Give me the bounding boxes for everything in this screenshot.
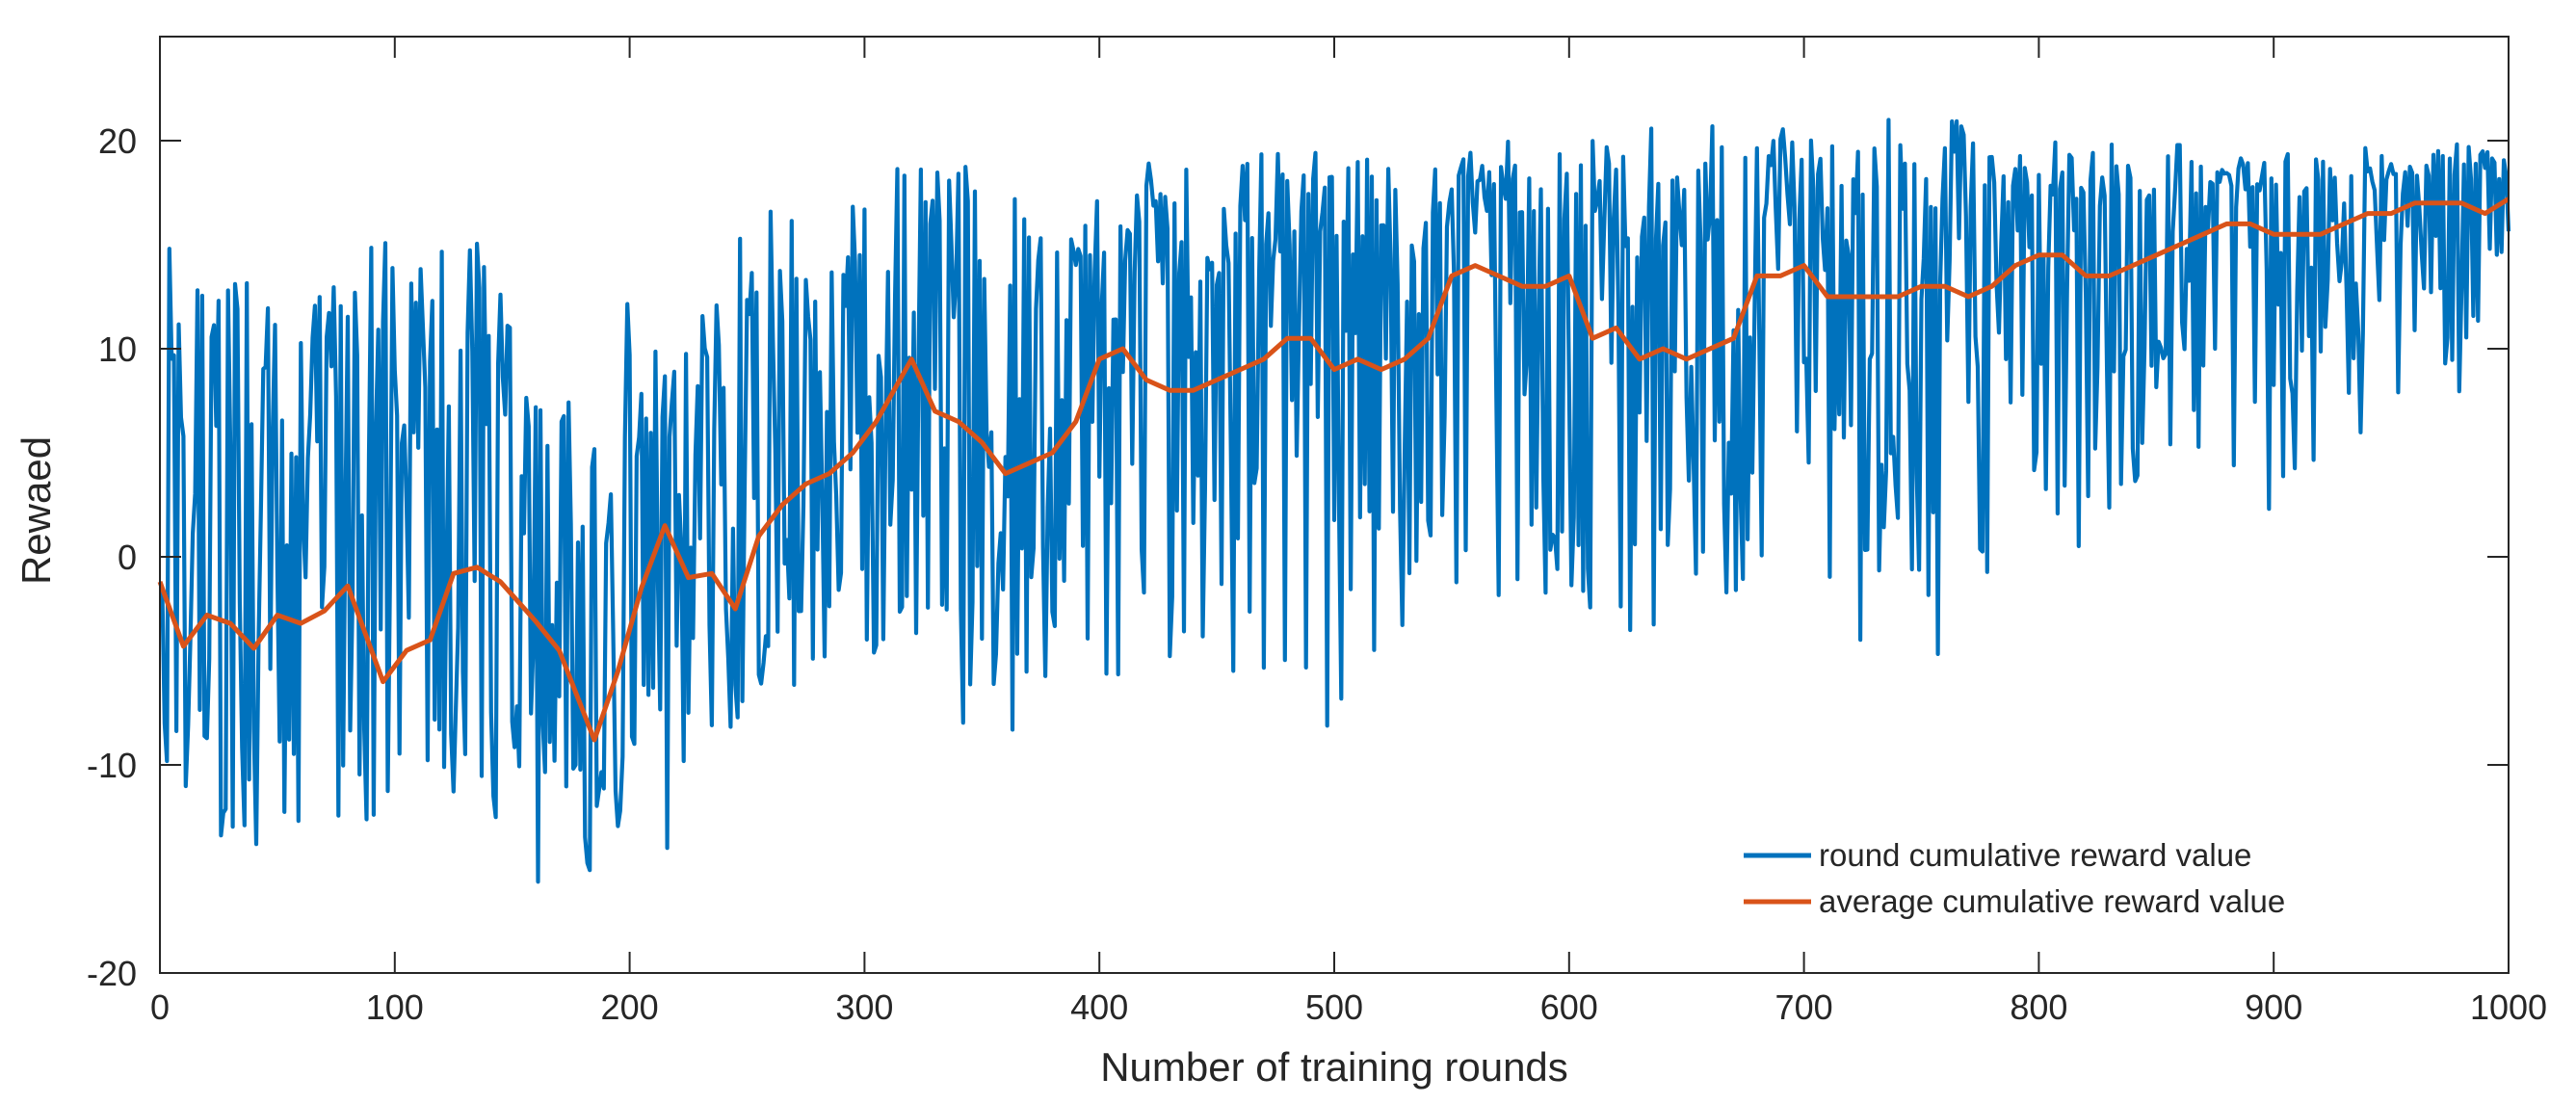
series-round-cumulative-reward-line xyxy=(160,118,2511,884)
legend: round cumulative reward value average cum… xyxy=(1744,837,2285,919)
legend-label: round cumulative reward value xyxy=(1819,837,2251,873)
y-tick-label: -10 xyxy=(87,746,137,785)
x-tick-label: 900 xyxy=(2245,987,2302,1027)
y-tick-label: -20 xyxy=(87,954,137,993)
x-tick-label: 400 xyxy=(1070,987,1128,1027)
x-axis-title: Number of training rounds xyxy=(1100,1044,1568,1090)
x-tick-label: 100 xyxy=(366,987,424,1027)
x-tick-label: 300 xyxy=(835,987,893,1027)
x-tick-label: 0 xyxy=(150,987,170,1027)
x-tick-label: 1000 xyxy=(2470,987,2547,1027)
y-tick-label: 10 xyxy=(98,329,137,369)
x-tick-label: 500 xyxy=(1305,987,1363,1027)
series-layer xyxy=(157,118,2511,884)
x-tick-label: 800 xyxy=(2010,987,2067,1027)
axes-layer: 0 100 200 300 400 500 600 700 800 900 1000 -20 -10 0 1… xyxy=(87,36,2547,1027)
y-axis-title: Rewaed xyxy=(13,436,59,585)
y-tick-label: 0 xyxy=(118,538,137,577)
x-tick-label: 600 xyxy=(1540,987,1598,1027)
x-tick-label: 200 xyxy=(601,987,659,1027)
x-tick-label: 700 xyxy=(1775,987,1833,1027)
series-average-cumulative-reward-line xyxy=(157,197,2510,743)
legend-label: average cumulative reward value xyxy=(1819,883,2285,919)
y-tick-label: 20 xyxy=(98,121,137,161)
